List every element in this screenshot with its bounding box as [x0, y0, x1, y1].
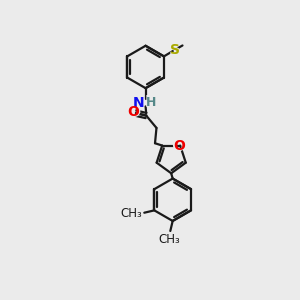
Text: CH₃: CH₃ — [159, 233, 181, 246]
Text: N: N — [130, 94, 144, 112]
Text: CH₃: CH₃ — [120, 207, 142, 220]
Text: O: O — [173, 139, 185, 153]
Text: O: O — [127, 105, 139, 119]
Text: H: H — [145, 95, 158, 110]
Text: S: S — [170, 43, 180, 57]
Text: O: O — [172, 136, 186, 154]
Text: H: H — [146, 96, 157, 109]
Text: O: O — [126, 103, 140, 121]
Text: N: N — [133, 96, 144, 110]
Text: S: S — [169, 41, 181, 59]
